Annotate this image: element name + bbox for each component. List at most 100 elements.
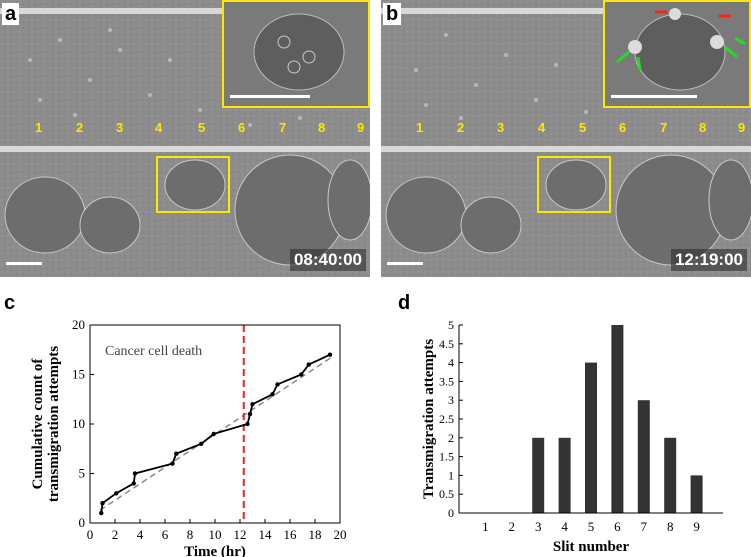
data-point	[174, 451, 179, 456]
x-tick-label: 4	[137, 527, 144, 542]
x-axis-label: Slit number	[553, 539, 630, 555]
inset-image-a	[253, 13, 345, 91]
zoom-inset-a	[222, 0, 370, 108]
x-tick-label: 20	[334, 527, 347, 542]
x-tick-label: 4	[561, 519, 568, 534]
y-tick-label: 1	[448, 468, 454, 482]
data-point	[199, 441, 204, 446]
x-tick-label: 18	[309, 527, 322, 542]
x-tick-label: 14	[259, 527, 273, 542]
slit-label: 1	[35, 120, 43, 135]
panel-label-b: b	[383, 3, 402, 25]
inset-image-b	[616, 8, 746, 91]
slit-label: 3	[497, 120, 505, 135]
data-point	[250, 402, 255, 407]
slit-label: 1	[416, 120, 424, 135]
y-tick-label: 20	[72, 317, 85, 332]
x-tick-label: 2	[112, 527, 119, 542]
y-tick-label: 4.5	[439, 337, 454, 351]
timestamp: 08:40:00	[289, 249, 366, 271]
green-arrow	[724, 45, 738, 59]
slit-label: 2	[457, 120, 465, 135]
microscopy-panel-b: b 1 2 3 4 5 6 7 8 9 12:19:00	[381, 0, 751, 277]
bar	[690, 475, 703, 513]
slit-label: 9	[357, 120, 365, 135]
data-point	[245, 421, 250, 427]
x-tick-label: 10	[209, 527, 222, 542]
data-point	[132, 471, 138, 476]
slit-label: 6	[619, 120, 627, 135]
slit-label: 4	[538, 120, 546, 135]
y-tick-label: 5	[79, 466, 86, 481]
y-tick-label: 2.5	[439, 412, 454, 426]
data-point	[299, 372, 304, 377]
x-tick-label: 6	[614, 519, 621, 534]
x-tick-label: 7	[641, 519, 648, 534]
x-tick-label: 12	[234, 527, 247, 542]
x-tick-label: 1	[482, 519, 489, 534]
data-point	[270, 392, 275, 397]
green-arrow	[616, 50, 630, 64]
slit-label: 2	[76, 120, 84, 135]
slit-label: 8	[318, 120, 326, 135]
panel-label-a: a	[2, 3, 20, 25]
y-axis-label: Transmigration attempts	[421, 339, 437, 499]
data-point	[247, 411, 253, 417]
bar	[637, 400, 650, 513]
chart-c: 0 2 4 6 8 10 12 14 16 18 20 0 5 10 15 20 Cancer cell de…	[30, 317, 347, 557]
slit-label: 8	[699, 120, 707, 135]
green-arrow	[734, 36, 746, 46]
x-tick-label: 0	[87, 527, 94, 542]
x-tick-label: 6	[162, 527, 169, 542]
y-axis-label-line1: Cumulative count of	[30, 358, 46, 490]
data-point	[327, 352, 333, 357]
y-tick-label: 10	[72, 416, 85, 431]
green-arrow	[636, 56, 642, 71]
chart-d: 0 0.5 1 1.5 2 2.5 3 3.5 4 4.5 5 1 2 3 4 5 6 7 8 9 Slit numb…	[421, 318, 723, 555]
scale-bar	[387, 262, 423, 265]
bar	[558, 437, 571, 513]
data-point	[275, 382, 280, 387]
y-tick-label: 4	[448, 356, 454, 370]
timestamp: 12:19:00	[670, 249, 747, 271]
data-point	[211, 431, 216, 437]
bar	[664, 437, 677, 513]
x-axis-label: Time (hr)	[184, 544, 246, 557]
panel-label-d: d	[398, 292, 411, 314]
slit-label: 5	[198, 120, 206, 135]
slit-label: 7	[660, 120, 668, 135]
data-point	[99, 510, 104, 516]
bar	[585, 362, 597, 513]
x-tick-label: 9	[693, 519, 700, 534]
data-point	[100, 501, 105, 506]
y-tick-label: 0	[79, 515, 86, 530]
x-tick-label: 3	[535, 519, 542, 534]
region-of-interest-box	[156, 156, 230, 213]
y-tick-label: 0.5	[439, 487, 454, 501]
inset-scale-bar	[230, 95, 310, 98]
slit-label: 7	[279, 120, 287, 135]
data-point	[114, 491, 119, 496]
data-point	[131, 481, 136, 486]
data-point	[170, 461, 175, 466]
slit-label: 9	[738, 120, 746, 135]
y-tick-label: 5	[448, 318, 454, 332]
zoom-inset-b	[603, 0, 751, 108]
y-tick-label: 0	[448, 506, 454, 520]
y-tick-label: 2	[448, 431, 454, 445]
data-point	[306, 362, 311, 367]
x-tick-label: 8	[667, 519, 674, 534]
panel-label-c: c	[4, 292, 16, 314]
slit-label: 4	[155, 120, 163, 135]
annotation: Cancer cell death	[105, 344, 202, 359]
x-tick-label: 8	[187, 527, 194, 542]
slit-label: 3	[116, 120, 124, 135]
x-tick-label: 2	[509, 519, 516, 534]
y-tick-label: 15	[72, 367, 85, 382]
slit-label: 5	[579, 120, 587, 135]
bar	[532, 437, 545, 513]
slit-label: 6	[238, 120, 246, 135]
y-tick-label: 1.5	[439, 450, 454, 464]
x-tick-label: 16	[284, 527, 298, 542]
y-axis-label-line2: transmigration attempts	[46, 346, 62, 502]
